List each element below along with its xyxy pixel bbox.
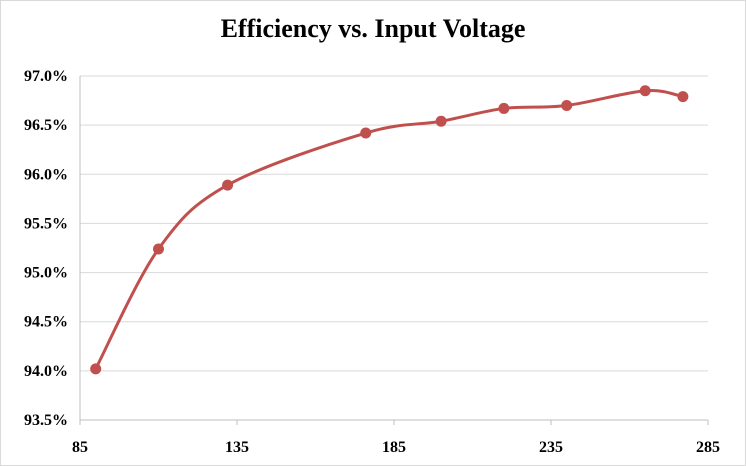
x-tick-label: 285 xyxy=(696,439,720,456)
axes xyxy=(79,76,709,425)
y-tick-label: 94.5% xyxy=(24,314,68,331)
y-tick-label: 96.0% xyxy=(24,166,68,183)
data-point xyxy=(435,115,447,127)
x-tick-labels: 85 135 185 235 285 xyxy=(72,439,720,456)
y-tick-label: 97.0% xyxy=(24,68,68,85)
series-group xyxy=(90,85,689,375)
x-tick-label: 135 xyxy=(225,439,249,456)
y-tick-label: 94.0% xyxy=(24,363,68,380)
data-point xyxy=(90,363,102,375)
data-point xyxy=(561,99,573,111)
y-tick-label: 95.5% xyxy=(24,215,68,232)
y-tick-label: 93.5% xyxy=(24,412,68,429)
x-tick-label: 235 xyxy=(539,439,563,456)
y-tick-label: 95.0% xyxy=(24,265,68,282)
gridlines xyxy=(80,75,708,372)
chart-title: Efficiency vs. Input Voltage xyxy=(220,14,526,43)
data-point xyxy=(498,102,510,114)
data-point xyxy=(639,85,651,97)
x-tick-label: 185 xyxy=(382,439,406,456)
data-point xyxy=(153,243,164,255)
data-point xyxy=(677,91,689,103)
x-tick-label: 85 xyxy=(72,439,88,456)
y-tick-label: 96.5% xyxy=(24,117,68,134)
series-line xyxy=(94,89,684,370)
y-tick-labels: 93.5% 94.0% 94.5% 95.0% 95.5% 96.0% 96.5% 97.0% xyxy=(24,68,68,429)
data-point xyxy=(222,179,234,191)
data-point xyxy=(360,127,372,139)
